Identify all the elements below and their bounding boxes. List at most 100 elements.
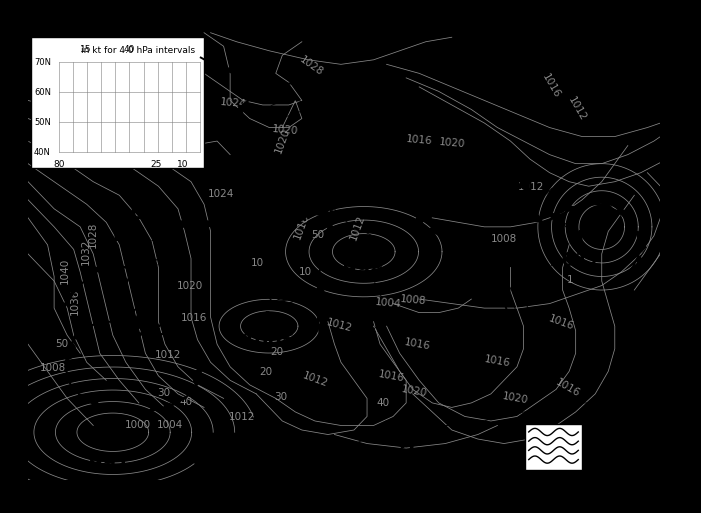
Polygon shape	[322, 190, 329, 199]
Polygon shape	[262, 86, 274, 92]
Text: 40: 40	[376, 398, 390, 408]
Polygon shape	[97, 322, 109, 327]
Text: ×: ×	[315, 283, 325, 295]
Text: 15: 15	[79, 45, 91, 54]
Text: 1000: 1000	[125, 420, 151, 430]
Polygon shape	[82, 325, 93, 329]
Polygon shape	[318, 273, 325, 282]
Bar	[525, 424, 583, 470]
Polygon shape	[510, 322, 517, 331]
Text: 1012: 1012	[326, 317, 354, 333]
Text: 40: 40	[124, 45, 135, 54]
Polygon shape	[318, 165, 325, 174]
Text: L
1017: L 1017	[121, 290, 176, 331]
Bar	[660, 28, 680, 480]
Text: 1016: 1016	[403, 337, 431, 351]
Polygon shape	[625, 268, 634, 275]
Text: 1040: 1040	[60, 258, 70, 284]
Text: 50: 50	[55, 339, 69, 349]
Polygon shape	[118, 409, 129, 413]
Polygon shape	[346, 119, 353, 128]
Text: 10: 10	[299, 267, 312, 277]
Text: 70N: 70N	[34, 57, 51, 67]
Text: 1008: 1008	[40, 363, 66, 373]
Polygon shape	[507, 310, 514, 319]
Polygon shape	[455, 244, 464, 250]
Polygon shape	[121, 301, 128, 308]
Polygon shape	[133, 321, 140, 328]
Text: L: L	[658, 64, 670, 83]
Text: 30: 30	[157, 388, 170, 398]
Polygon shape	[290, 213, 306, 221]
Text: 1016: 1016	[378, 369, 406, 384]
Polygon shape	[60, 302, 67, 310]
Polygon shape	[121, 279, 127, 287]
Polygon shape	[74, 283, 81, 290]
Polygon shape	[425, 199, 435, 210]
Text: H
1012: H 1012	[467, 139, 522, 180]
Polygon shape	[467, 253, 476, 261]
Text: 1028: 1028	[88, 221, 97, 248]
Polygon shape	[329, 373, 335, 383]
Polygon shape	[149, 407, 160, 411]
Text: 1028: 1028	[298, 55, 325, 78]
Bar	[32, 37, 204, 168]
Polygon shape	[550, 214, 562, 220]
Text: 80: 80	[53, 161, 64, 169]
Polygon shape	[67, 374, 73, 382]
Polygon shape	[331, 210, 337, 220]
Text: 30: 30	[274, 392, 287, 403]
Text: 1020: 1020	[273, 126, 292, 154]
Polygon shape	[137, 271, 148, 276]
Polygon shape	[243, 220, 260, 226]
Polygon shape	[165, 333, 174, 339]
Polygon shape	[320, 261, 327, 269]
Text: ×: ×	[383, 418, 393, 431]
Text: 1020: 1020	[502, 391, 529, 406]
Polygon shape	[119, 293, 125, 302]
Polygon shape	[196, 222, 213, 227]
Text: H
1022: H 1022	[379, 433, 433, 474]
Polygon shape	[238, 103, 246, 109]
Text: L
1016: L 1016	[213, 143, 267, 184]
Text: 1020: 1020	[272, 124, 299, 136]
Polygon shape	[615, 210, 625, 216]
Polygon shape	[177, 340, 185, 346]
Polygon shape	[328, 202, 336, 210]
Text: 1008: 1008	[399, 294, 426, 306]
Text: ×: ×	[275, 105, 286, 118]
Text: 1012: 1012	[348, 213, 367, 242]
Text: ×: ×	[96, 402, 107, 415]
Text: L
1017: L 1017	[109, 204, 163, 245]
Polygon shape	[566, 206, 576, 212]
Text: 50: 50	[311, 230, 325, 240]
Text: ×: ×	[402, 251, 413, 264]
Polygon shape	[147, 291, 152, 300]
Text: 40: 40	[179, 397, 192, 407]
Polygon shape	[309, 78, 322, 83]
Text: 1020: 1020	[438, 137, 465, 149]
Text: 1008: 1008	[491, 234, 517, 244]
Polygon shape	[187, 388, 195, 395]
Text: 1012: 1012	[229, 412, 255, 422]
Text: 60N: 60N	[34, 88, 51, 96]
Polygon shape	[318, 324, 325, 332]
Polygon shape	[318, 311, 324, 320]
Text: 1016: 1016	[292, 213, 311, 241]
Polygon shape	[416, 213, 430, 224]
Polygon shape	[327, 223, 334, 232]
Polygon shape	[149, 332, 160, 337]
Polygon shape	[581, 201, 593, 206]
Polygon shape	[320, 336, 327, 345]
Polygon shape	[520, 179, 529, 190]
Polygon shape	[236, 125, 244, 132]
Polygon shape	[126, 310, 135, 316]
Polygon shape	[243, 131, 253, 139]
Polygon shape	[163, 403, 174, 408]
Text: 1016: 1016	[180, 313, 207, 323]
Polygon shape	[322, 248, 329, 257]
Text: metoffice.gov: metoffice.gov	[585, 450, 637, 459]
Text: 1016: 1016	[484, 354, 511, 369]
Polygon shape	[639, 243, 646, 252]
Polygon shape	[133, 409, 144, 413]
